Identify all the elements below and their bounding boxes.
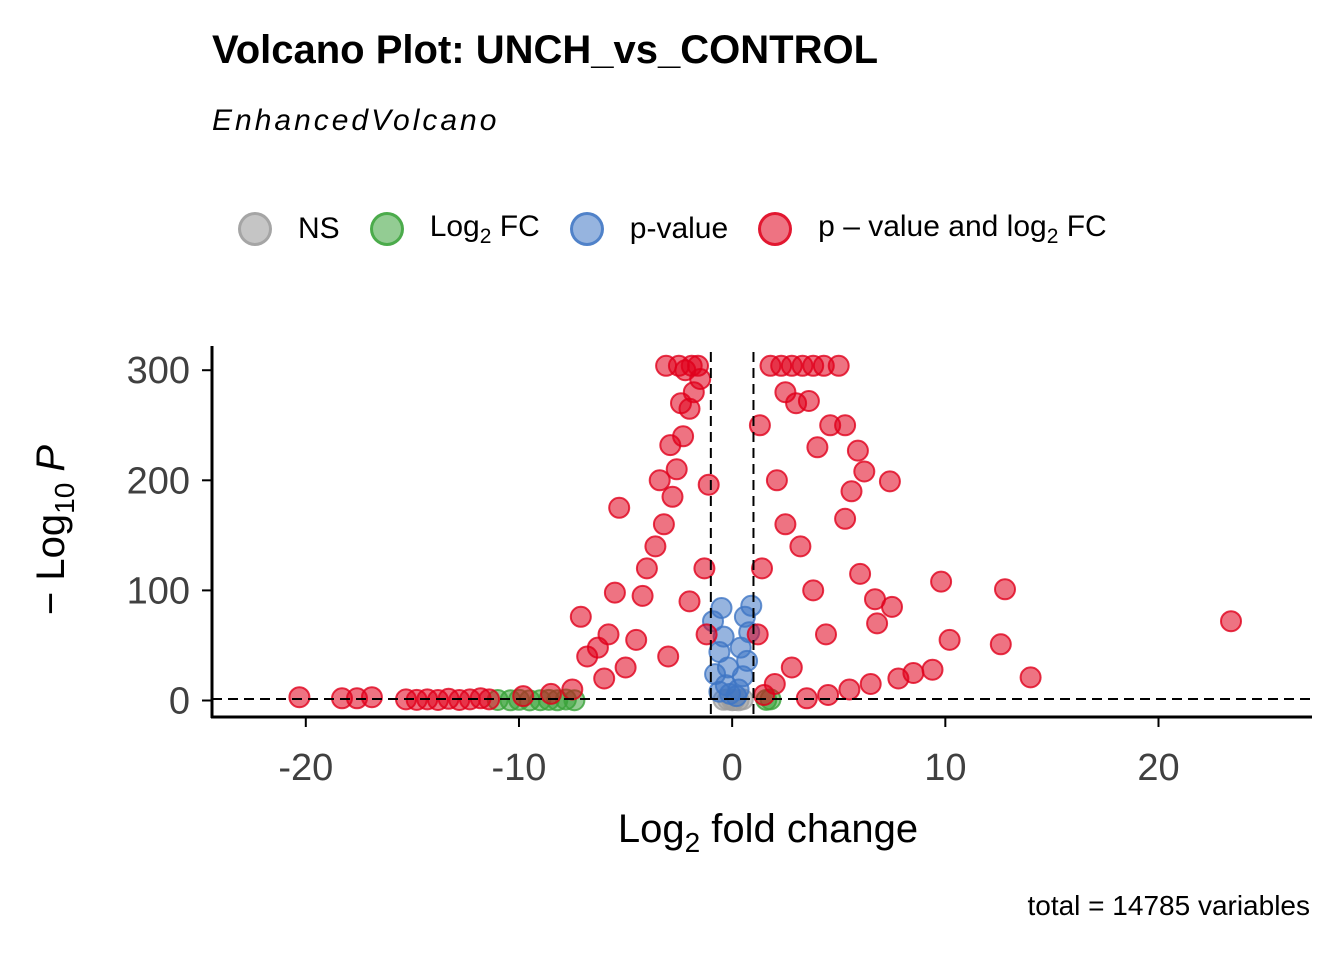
data-point	[780, 656, 803, 679]
data-point	[989, 633, 1012, 656]
data-point	[576, 645, 599, 668]
data-point	[644, 535, 667, 558]
data-point	[938, 628, 961, 651]
x-tick-label: -10	[492, 747, 547, 789]
data-point	[659, 434, 682, 457]
data-point	[635, 557, 658, 580]
data-point	[614, 656, 637, 679]
data-point	[930, 570, 953, 593]
data-point	[695, 623, 718, 646]
data-point	[887, 667, 910, 690]
data-point	[994, 578, 1016, 601]
data-point	[710, 597, 733, 619]
data-point	[719, 682, 741, 705]
y-tick-label: 200	[127, 460, 190, 502]
legend-label-ns: NS	[298, 212, 340, 245]
data-point	[1220, 610, 1242, 633]
data-point	[665, 458, 688, 481]
threshold-lines	[212, 352, 1312, 717]
data-point	[774, 513, 797, 536]
data-point	[689, 368, 712, 390]
y-axis-title: − Log10 P	[29, 445, 80, 615]
data-point	[608, 496, 631, 519]
data-point	[597, 623, 620, 646]
data-point	[815, 623, 837, 646]
legend-item-pvalue-and-log2fc: p – value and log2 FC	[758, 210, 1107, 249]
data-point	[748, 414, 771, 437]
data-point	[921, 658, 944, 681]
data-point	[561, 678, 584, 701]
y-tick-label: 300	[127, 350, 190, 392]
chart-title: Volcano Plot: UNCH_vs_CONTROL	[212, 28, 878, 72]
legend-label-pvalue-and-log2fc: p – value and log2 FC	[818, 209, 1107, 248]
data-point	[631, 584, 654, 607]
legend: NS Log2 FC p-value p – value and log2 FC	[238, 204, 1137, 254]
data-point	[751, 557, 773, 580]
data-point	[846, 439, 869, 462]
data-point	[881, 595, 903, 618]
data-point	[834, 414, 857, 437]
legend-item-ns: NS	[238, 212, 340, 246]
legend-swatch-pvalue	[569, 212, 604, 246]
data-point	[657, 645, 680, 668]
data-point	[661, 485, 684, 508]
x-tick-label: 10	[924, 747, 966, 789]
data-point	[593, 667, 616, 690]
y-tick-label: 0	[169, 680, 190, 722]
data-point	[765, 469, 788, 492]
data-point	[834, 507, 857, 530]
data-point	[878, 470, 901, 493]
legend-swatch-ns	[238, 212, 272, 246]
x-tick-label: 0	[722, 747, 743, 789]
legend-swatch-log2fc	[369, 212, 404, 246]
data-point	[652, 513, 675, 536]
data-point	[512, 685, 535, 708]
x-tick-label: -20	[278, 747, 333, 789]
data-point	[838, 678, 861, 701]
y-tick-label: 100	[127, 570, 190, 612]
data-point	[806, 436, 829, 459]
chart-subtitle: EnhancedVolcano	[212, 104, 500, 137]
data-point	[693, 557, 716, 580]
legend-label-pvalue: p-value	[629, 212, 729, 245]
legend-item-log2fc: Log2 FC	[369, 209, 540, 249]
data-point	[670, 392, 692, 415]
data-point	[802, 579, 825, 602]
data-point	[678, 590, 701, 613]
data-point	[849, 562, 872, 585]
data-point	[288, 686, 311, 709]
data-point	[569, 605, 592, 628]
data-point	[859, 673, 882, 695]
legend-label-log2fc: Log2 FC	[429, 209, 540, 248]
data-point	[840, 480, 863, 503]
data-point	[540, 682, 562, 705]
points-layer	[288, 354, 1242, 712]
data-point	[360, 686, 383, 709]
data-point	[817, 684, 840, 706]
data-point	[655, 354, 678, 377]
data-point	[740, 594, 763, 617]
data-point	[866, 612, 889, 635]
data-point	[827, 354, 850, 377]
chart-caption: total = 14785 variables	[1027, 890, 1310, 921]
legend-item-pvalue: p-value	[569, 212, 729, 246]
data-point	[697, 473, 720, 496]
data-point	[789, 535, 812, 558]
data-point	[753, 684, 776, 706]
data-point	[797, 390, 820, 412]
x-tick-label: 20	[1137, 747, 1179, 789]
series-3	[288, 354, 1242, 711]
data-point	[603, 581, 626, 604]
x-axis-title: Log2 fold change	[618, 807, 918, 858]
data-point	[746, 623, 769, 646]
data-point	[1019, 666, 1042, 689]
data-point	[625, 628, 648, 651]
legend-swatch-pvalue-and-log2fc	[758, 212, 793, 246]
data-point	[648, 469, 671, 492]
data-point	[853, 460, 876, 483]
